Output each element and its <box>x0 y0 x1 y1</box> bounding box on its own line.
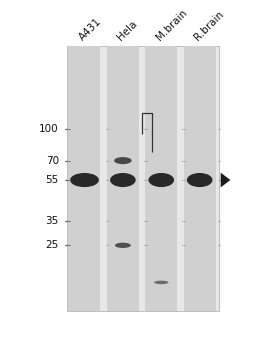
Bar <box>145 46 177 311</box>
Ellipse shape <box>154 281 168 284</box>
Ellipse shape <box>187 173 212 187</box>
Text: 70: 70 <box>46 156 59 166</box>
Ellipse shape <box>115 243 131 248</box>
Text: A431: A431 <box>77 16 104 42</box>
Bar <box>69 46 100 311</box>
Bar <box>184 46 216 311</box>
Ellipse shape <box>70 173 99 187</box>
Polygon shape <box>221 173 230 187</box>
Ellipse shape <box>110 173 136 187</box>
Ellipse shape <box>148 173 174 187</box>
Text: 100: 100 <box>39 124 59 134</box>
Ellipse shape <box>114 157 132 164</box>
Text: M.brain: M.brain <box>154 7 189 42</box>
Text: Hela: Hela <box>116 19 140 42</box>
Bar <box>67 46 219 311</box>
Text: 55: 55 <box>46 175 59 185</box>
Bar <box>107 46 139 311</box>
Text: 25: 25 <box>46 240 59 250</box>
Text: 35: 35 <box>46 216 59 226</box>
Text: R.brain: R.brain <box>193 9 226 42</box>
